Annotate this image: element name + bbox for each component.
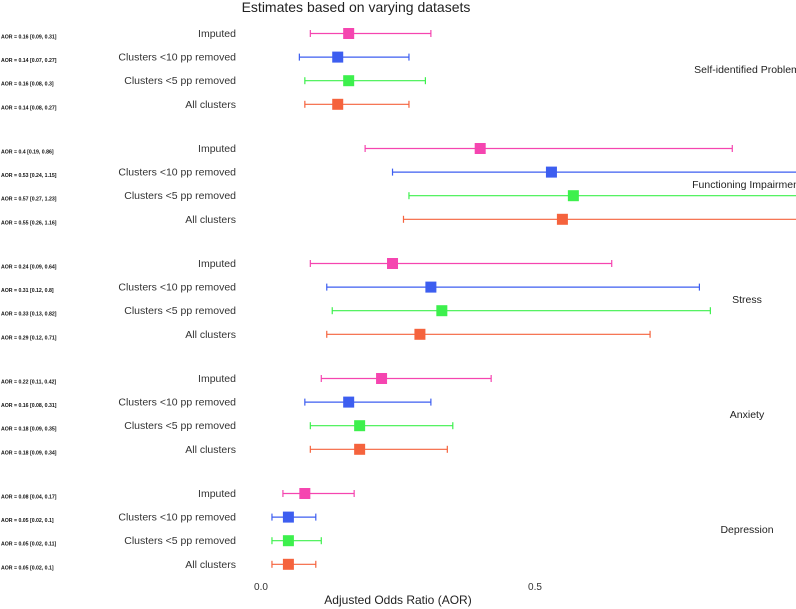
- aor-label: AOR = 0.18 [0.09, 0.34]: [1, 450, 57, 456]
- row-label: Clusters <5 pp removed: [124, 535, 236, 547]
- row-label: Clusters <5 pp removed: [124, 190, 236, 202]
- aor-label: AOR = 0.31 [0.12, 0.8]: [1, 288, 54, 294]
- aor-label: AOR = 0.55 [0.26, 1.16]: [1, 220, 57, 226]
- aor-label: AOR = 0.14 [0.07, 0.27]: [1, 58, 57, 64]
- x-axis: 0.00.51.01.5: [254, 582, 542, 593]
- estimate-marker: [556, 213, 568, 225]
- estimate-marker: [282, 511, 294, 523]
- row-label: All clusters: [185, 99, 236, 111]
- row-label: Clusters <10 pp removed: [118, 282, 236, 294]
- aor-label: AOR = 0.05 [0.02, 0.1]: [1, 518, 54, 524]
- row-label: Imputed: [198, 373, 236, 385]
- aor-label: AOR = 0.05 [0.02, 0.11]: [1, 542, 56, 548]
- outcome-label: Anxiety: [730, 409, 765, 421]
- panel-depression: Depression Imputed AOR = 0.08 [0.04, 0.17]…: [1, 488, 774, 571]
- panel-self-identified-problem: Self-identified Problem Imputed AOR = 0.16…: [1, 28, 796, 111]
- estimate-marker: [436, 305, 448, 317]
- aor-label: AOR = 0.29 [0.12, 0.71]: [1, 335, 57, 341]
- row-label: Clusters <5 pp removed: [124, 75, 236, 87]
- estimate-marker: [332, 98, 344, 110]
- row-label: Clusters <5 pp removed: [124, 305, 236, 317]
- row-label: Imputed: [198, 28, 236, 40]
- aor-label: AOR = 0.16 [0.09, 0.31]: [1, 35, 57, 41]
- x-tick-label: 0.0: [254, 582, 268, 593]
- estimate-marker: [343, 396, 355, 408]
- x-axis-label: Adjusted Odds Ratio (AOR): [324, 593, 471, 607]
- estimate-marker: [376, 373, 388, 384]
- aor-label: AOR = 0.14 [0.08, 0.27]: [1, 105, 57, 111]
- estimate-marker: [354, 420, 366, 432]
- aor-label: AOR = 0.05 [0.02, 0.1]: [1, 565, 54, 571]
- aor-label: AOR = 0.22 [0.11, 0.42]: [1, 380, 56, 386]
- row-label: Imputed: [198, 258, 236, 270]
- panel-functioning-impairment: Functioning Impairment Imputed AOR = 0.4 […: [1, 143, 796, 226]
- estimate-marker: [343, 75, 355, 87]
- aor-label: AOR = 0.53 [0.24, 1.15]: [1, 173, 57, 179]
- estimate-marker: [282, 558, 294, 570]
- aor-label: AOR = 0.57 [0.27, 1.23]: [1, 197, 57, 203]
- estimate-marker: [545, 166, 557, 178]
- aor-label: AOR = 0.24 [0.09, 0.64]: [1, 265, 57, 271]
- estimate-marker: [282, 535, 294, 547]
- row-label: Clusters <10 pp removed: [118, 512, 236, 524]
- aor-label: AOR = 0.18 [0.09, 0.35]: [1, 427, 57, 433]
- estimate-marker: [387, 258, 399, 269]
- row-label: Clusters <10 pp removed: [118, 167, 236, 179]
- outcome-label: Depression: [720, 524, 773, 536]
- panel-anxiety: Anxiety Imputed AOR = 0.22 [0.11, 0.42] Clu…: [1, 373, 765, 456]
- panel-stress: Stress Imputed AOR = 0.24 [0.09, 0.64] Clus…: [1, 258, 762, 341]
- aor-label: AOR = 0.16 [0.08, 0.31]: [1, 403, 57, 409]
- panels: Self-identified Problem Imputed AOR = 0.16…: [1, 28, 796, 571]
- row-label: All clusters: [185, 329, 236, 341]
- chart-title: Estimates based on varying datasets: [242, 0, 471, 15]
- estimate-marker: [414, 328, 426, 340]
- estimate-marker: [425, 281, 437, 293]
- row-label: Clusters <10 pp removed: [118, 52, 236, 64]
- outcome-label: Functioning Impairment: [692, 179, 796, 191]
- aor-label: AOR = 0.16 [0.08, 0.3]: [1, 82, 54, 88]
- estimate-marker: [567, 190, 579, 202]
- row-label: All clusters: [185, 444, 236, 456]
- row-label: All clusters: [185, 559, 236, 571]
- estimate-marker: [343, 28, 355, 39]
- estimate-marker: [332, 51, 344, 63]
- aor-label: AOR = 0.4 [0.19, 0.86]: [1, 150, 54, 156]
- x-tick-label: 0.5: [528, 582, 542, 593]
- aor-label: AOR = 0.08 [0.04, 0.17]: [1, 495, 57, 501]
- outcome-label: Self-identified Problem: [694, 64, 796, 76]
- estimate-marker: [299, 488, 311, 499]
- aor-label: AOR = 0.33 [0.13, 0.82]: [1, 312, 57, 318]
- row-label: Clusters <10 pp removed: [118, 397, 236, 409]
- row-label: Imputed: [198, 143, 236, 155]
- estimate-marker: [474, 143, 486, 154]
- row-label: All clusters: [185, 214, 236, 226]
- row-label: Imputed: [198, 488, 236, 500]
- outcome-label: Stress: [732, 294, 762, 306]
- estimate-marker: [354, 443, 366, 455]
- row-label: Clusters <5 pp removed: [124, 420, 236, 432]
